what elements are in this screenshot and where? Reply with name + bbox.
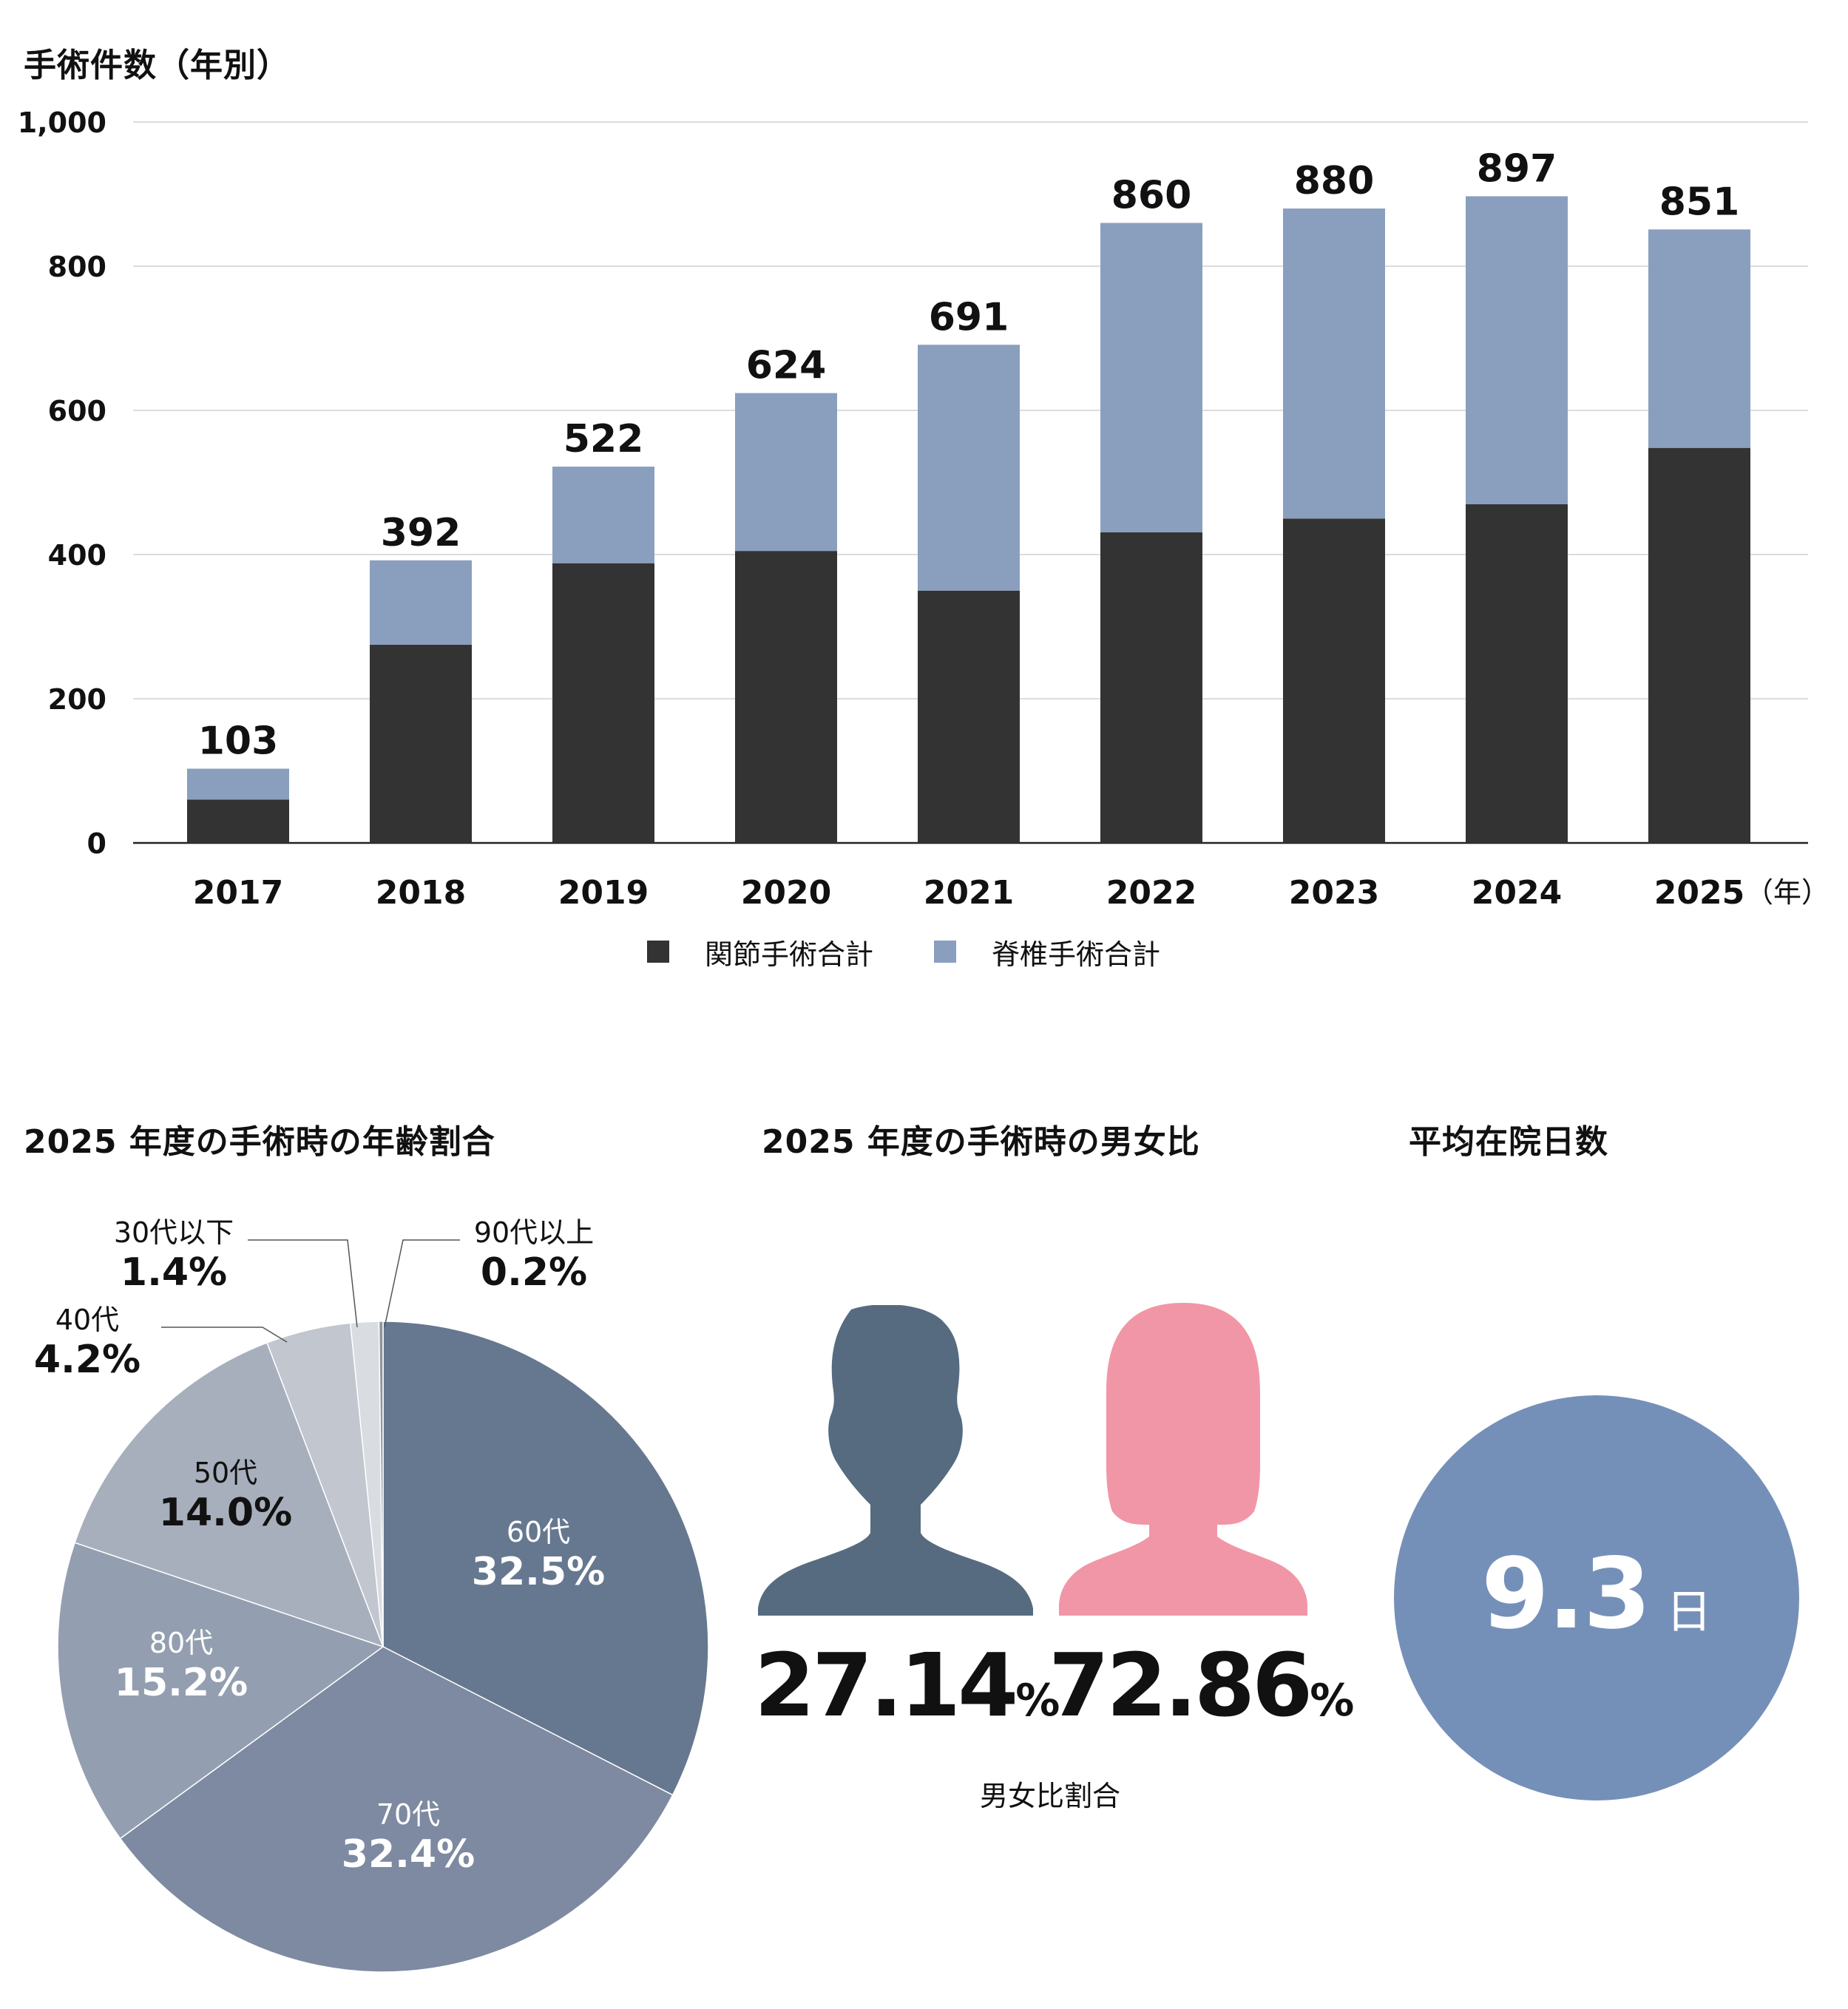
bar-segment-spine	[187, 768, 289, 800]
bar-segment-joint	[1648, 447, 1750, 843]
bar-segment-joint	[370, 644, 472, 843]
bar-segment-spine	[1466, 196, 1568, 504]
gender-title: 2025 年度の手術時の男女比	[762, 1123, 1200, 1161]
bar-total-label: 897	[1477, 146, 1557, 191]
male-percentage: 27.14%	[754, 1634, 1060, 1736]
legend-swatch-spine	[934, 941, 957, 963]
bar-segment-joint	[1283, 518, 1385, 843]
pie-label-category: 50代	[194, 1457, 257, 1489]
bar-chart-title: 手術件数（年別）	[24, 47, 290, 84]
x-tick-label: 2018	[376, 874, 466, 912]
pie-label-value: 32.4%	[342, 1832, 475, 1877]
pie-label-category: 30代以下	[114, 1216, 234, 1249]
bar-total-label: 860	[1111, 174, 1192, 218]
bar-segment-spine	[1100, 223, 1202, 532]
stay-value: 9.3	[1481, 1537, 1651, 1651]
x-tick-label: 2022	[1106, 874, 1197, 912]
bar-segment-spine	[1648, 229, 1750, 448]
pie-label-value: 0.2%	[481, 1250, 587, 1295]
pie-label-value: 32.5%	[472, 1550, 605, 1594]
x-tick-label: 2023	[1289, 874, 1379, 912]
y-tick-label: 200	[48, 683, 106, 716]
bar-total-label: 522	[563, 417, 644, 461]
gender-caption: 男女比割合	[979, 1780, 1120, 1812]
bar-segment-spine	[1283, 209, 1385, 519]
x-tick-label: 2019	[558, 874, 649, 912]
pie-slice	[378, 1321, 384, 1647]
x-tick-label: 2025	[1654, 874, 1744, 912]
x-tick-label: 2020	[741, 874, 831, 912]
bar-total-label: 880	[1294, 159, 1375, 203]
bar-segment-spine	[918, 345, 1020, 591]
male-percentage-value: 27.14	[754, 1634, 1018, 1736]
bar-total-label: 392	[381, 511, 461, 555]
x-tick-label: 2021	[924, 874, 1014, 912]
bar-segment-joint	[1100, 532, 1202, 843]
pie-label-category: 90代以上	[474, 1216, 594, 1249]
bar-chart: 0 200 400 600 800 1,000 103 2017 392 2018 522 2019 6…	[18, 106, 1830, 912]
bar-segment-joint	[552, 563, 654, 843]
bar-segment-joint	[187, 799, 289, 843]
male-silhouette-icon	[758, 1305, 1033, 1616]
x-tick-label: 2017	[193, 874, 283, 912]
pie-leader-line	[161, 1327, 288, 1343]
pie-label-category: 80代	[149, 1627, 213, 1659]
legend-item-joint: 関節手術合計	[647, 932, 873, 972]
bar-total-label: 851	[1659, 180, 1740, 224]
y-tick-label: 1,000	[18, 106, 106, 139]
stay-value-group: 9.3 日	[1481, 1537, 1712, 1651]
bar-segment-joint	[918, 590, 1020, 843]
bar-segment-spine	[370, 560, 472, 645]
y-tick-label: 400	[48, 539, 106, 572]
stay-unit: 日	[1665, 1585, 1712, 1639]
pie-slice	[74, 1341, 385, 1648]
male-percent-sign: %	[1015, 1675, 1060, 1727]
legend-label-joint: 関節手術合計	[705, 938, 874, 971]
pie-slice	[382, 1321, 709, 1796]
x-axis-unit-label: （年）	[1745, 876, 1830, 909]
bar-total-label: 103	[198, 719, 279, 764]
female-percentage: 72.86%	[1049, 1634, 1354, 1736]
legend-label-spine: 脊椎手術合計	[992, 938, 1161, 971]
pie-label-value: 15.2%	[115, 1661, 248, 1705]
bar-segment-joint	[735, 551, 837, 843]
pie-label-value: 4.2%	[34, 1338, 141, 1382]
y-tick-label: 600	[48, 395, 106, 427]
female-percent-sign: %	[1310, 1675, 1355, 1727]
pie-label-category: 40代	[55, 1304, 119, 1336]
x-tick-label: 2024	[1472, 874, 1562, 912]
pie-label-category: 60代	[507, 1516, 570, 1548]
bar-segment-joint	[1466, 504, 1568, 843]
pie-slice	[57, 1542, 385, 1840]
pie-chart-title: 2025 年度の手術時の年齢割合	[24, 1123, 495, 1161]
pie-label-value: 1.4%	[121, 1250, 227, 1295]
pie-label-category: 70代	[376, 1798, 440, 1831]
pie-leader-line	[248, 1239, 358, 1328]
female-percentage-value: 72.86	[1049, 1634, 1313, 1736]
legend-swatch-joint	[647, 941, 669, 963]
pie-label-value: 14.0%	[159, 1491, 292, 1535]
stay-circle: 9.3 日	[1394, 1395, 1799, 1800]
bar-segment-spine	[735, 393, 837, 552]
bar-legend: 関節手術合計 脊椎手術合計	[647, 932, 1160, 972]
legend-item-spine: 脊椎手術合計	[934, 932, 1160, 972]
pie-slice	[119, 1646, 674, 1973]
stay-title: 平均在院日数	[1409, 1123, 1608, 1161]
bar-total-label: 624	[746, 344, 827, 388]
y-tick-label: 800	[48, 251, 106, 283]
bar-total-label: 691	[929, 295, 1009, 339]
pie-leader-line	[384, 1239, 460, 1328]
female-silhouette-icon	[1059, 1303, 1307, 1616]
y-tick-label: 0	[87, 827, 106, 860]
bar-segment-spine	[552, 467, 654, 563]
